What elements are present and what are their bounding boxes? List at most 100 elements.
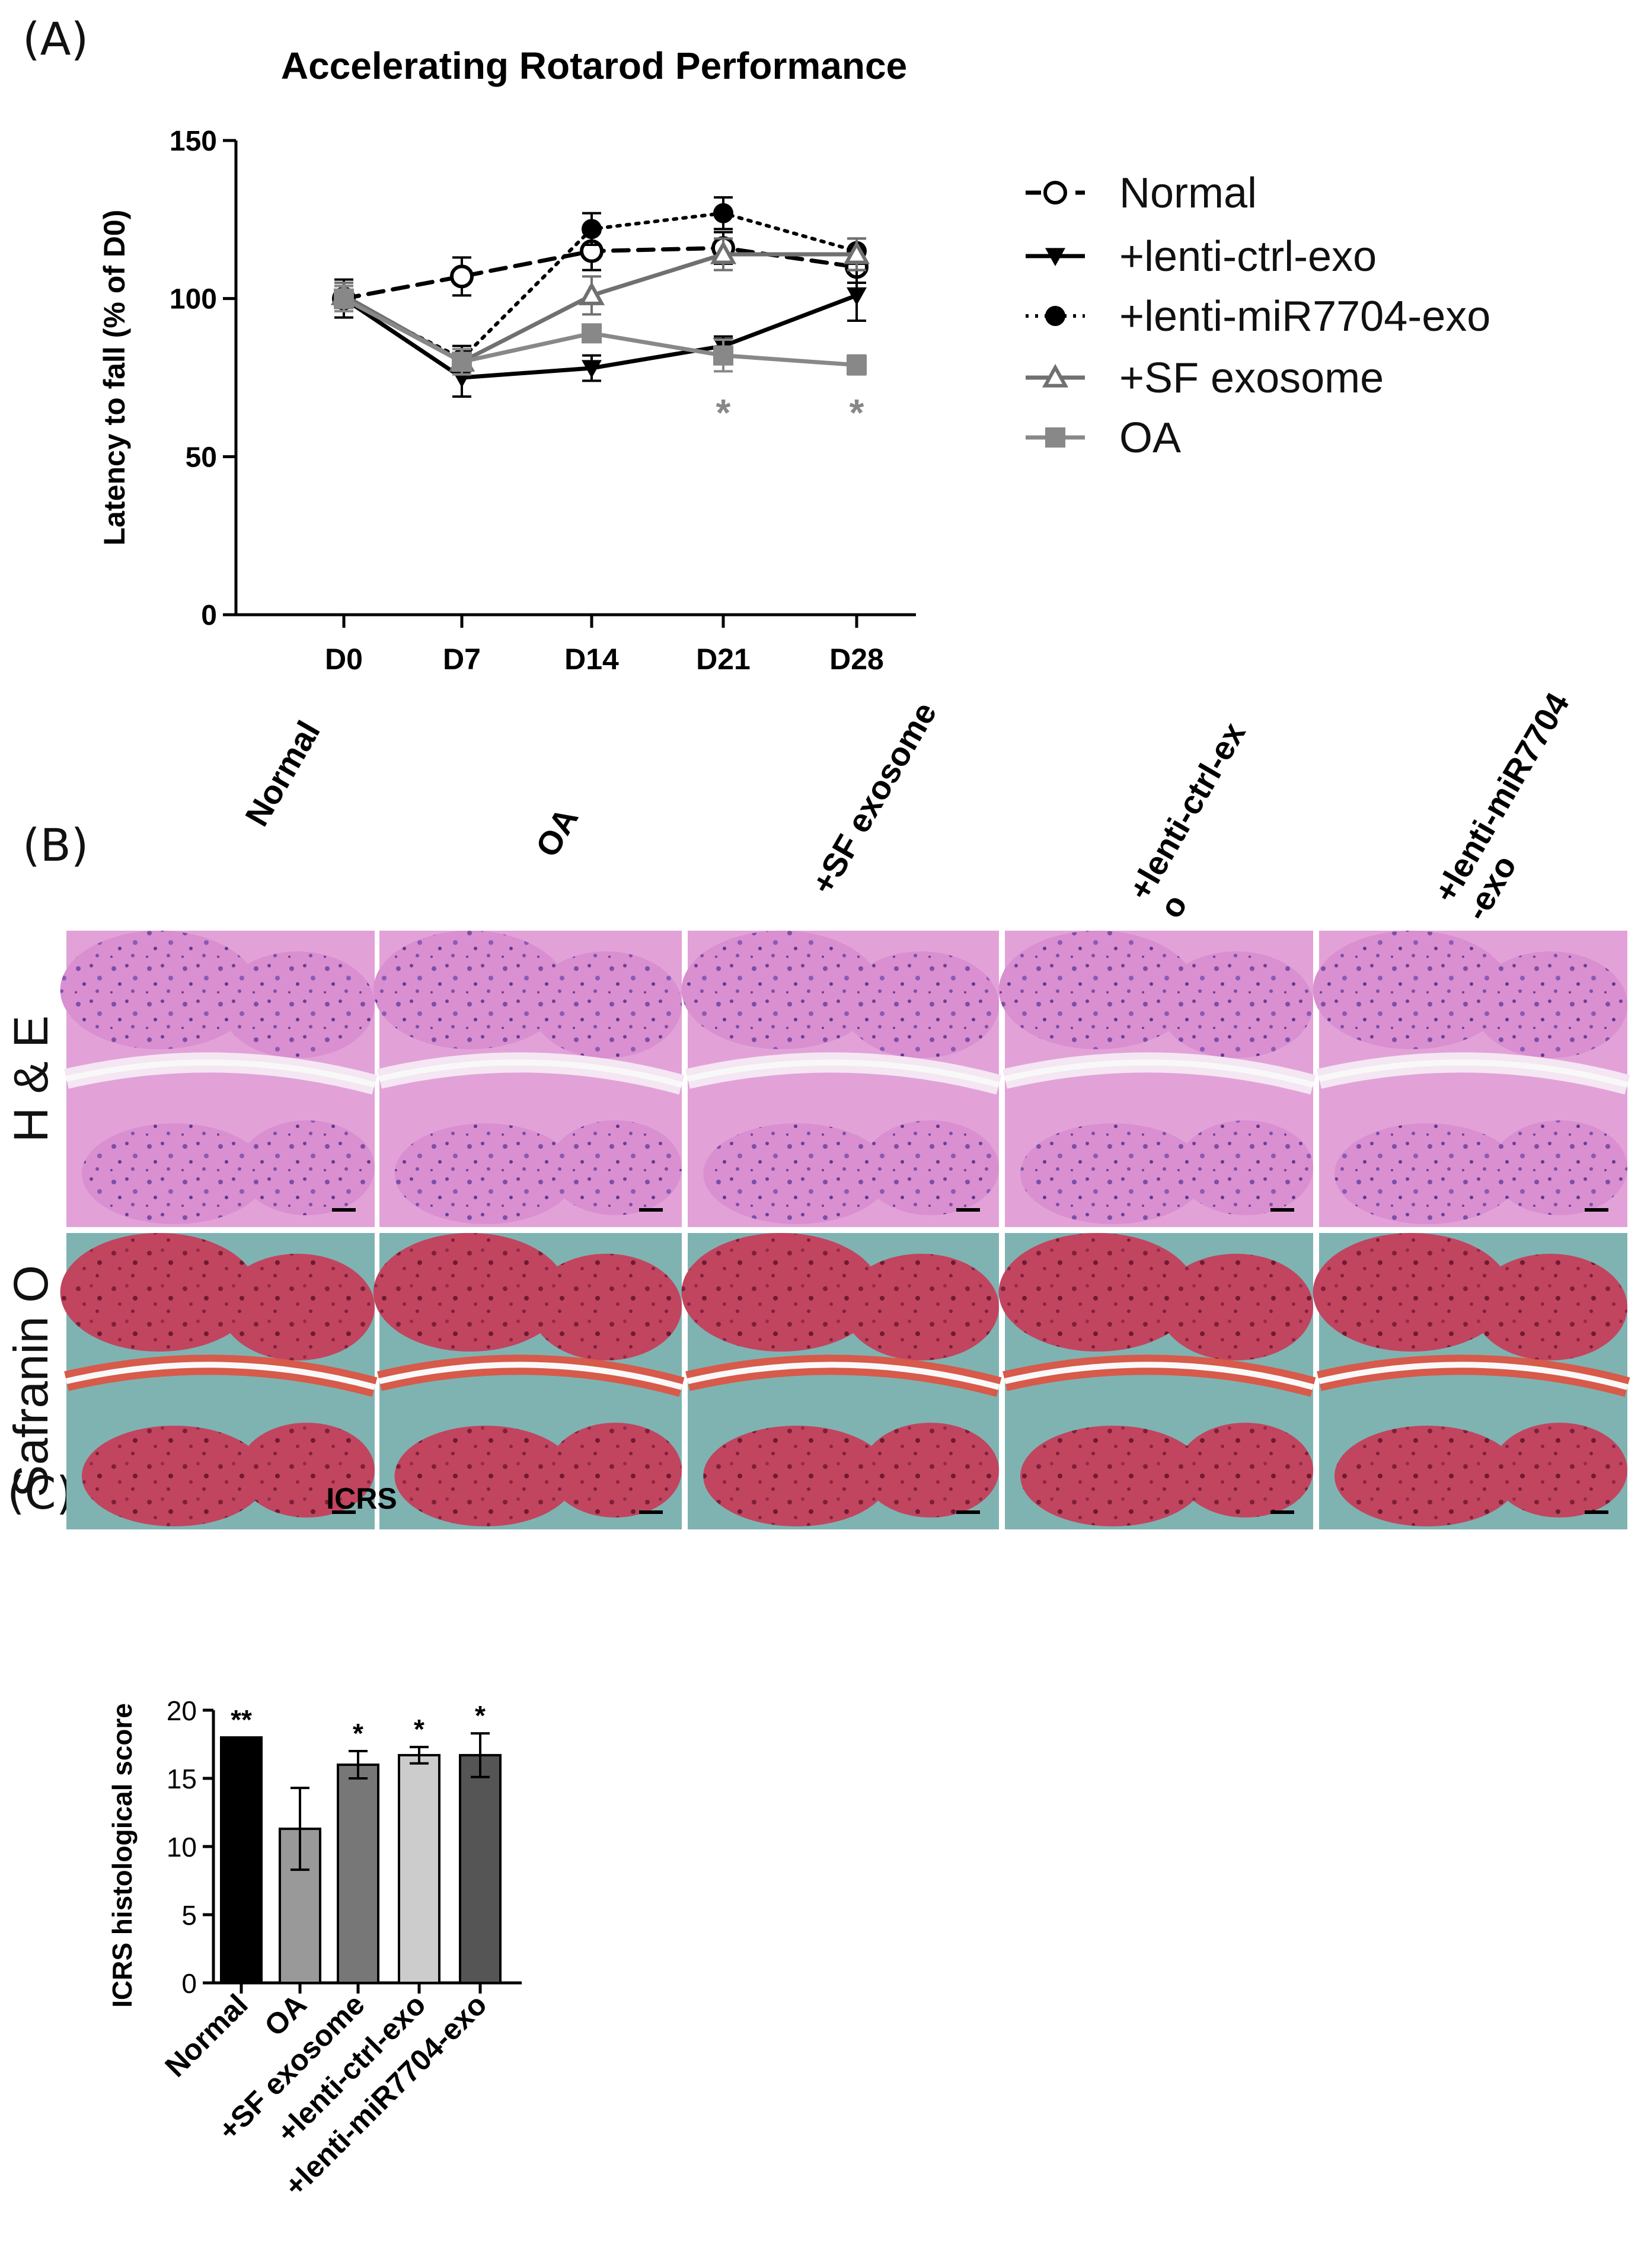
scale-bar — [956, 1208, 980, 1212]
scale-bar — [332, 1510, 356, 1514]
column-label: Normal — [238, 714, 327, 832]
bone-marrow-region — [1492, 1120, 1628, 1215]
bone-marrow-region — [681, 1233, 881, 1352]
bone-marrow-region — [681, 931, 881, 1049]
bone-marrow-region — [531, 1254, 682, 1360]
histology-image — [373, 931, 685, 1227]
chart-title: ICRS — [326, 1482, 397, 1515]
marker-filled-circle — [713, 203, 733, 223]
marker-down-triangle — [847, 287, 867, 306]
bone-marrow-region — [862, 1423, 999, 1518]
histology-image — [60, 931, 378, 1227]
bone-marrow-region — [1177, 1423, 1313, 1518]
legend-label: +lenti-miR7704-exo — [1119, 293, 1490, 340]
histology-image — [998, 931, 1316, 1227]
legend-item: Normal — [1026, 170, 1257, 217]
histology-image — [1313, 931, 1630, 1227]
significance-star: * — [353, 1718, 363, 1749]
bone-marrow-region — [548, 1423, 682, 1518]
joint-gap — [1004, 1059, 1314, 1088]
bone-marrow-region — [394, 1426, 576, 1526]
marker-filled-square — [452, 352, 472, 372]
bone-marrow-region — [1177, 1120, 1313, 1215]
significance-star: * — [716, 391, 731, 434]
bone-marrow-region — [82, 1426, 267, 1526]
bone-marrow-region — [998, 931, 1196, 1049]
bone-marrow-region — [60, 931, 258, 1049]
histology-image — [373, 1233, 685, 1529]
legend-item: +SF exosome — [1026, 354, 1384, 402]
chart-title: Accelerating Rotarod Performance — [281, 44, 907, 87]
bar-group: ** Normal — [158, 1704, 263, 2084]
column-label: OA — [528, 801, 586, 863]
bone-marrow-region — [1313, 931, 1511, 1049]
scale-bar — [1585, 1510, 1608, 1514]
bone-marrow-region — [239, 1120, 375, 1215]
histology-image — [60, 1233, 378, 1529]
bone-marrow-region — [373, 1233, 567, 1352]
scale-bar — [1270, 1510, 1294, 1514]
scale-bar — [332, 1208, 356, 1212]
joint-gap — [378, 1362, 683, 1390]
bone-marrow-region — [60, 1233, 258, 1352]
scale-bar — [1585, 1208, 1608, 1212]
bone-marrow-region — [843, 951, 999, 1058]
y-tick-label: 10 — [167, 1832, 197, 1863]
legend-label: +lenti-ctrl-exo — [1119, 233, 1377, 280]
marker-open-triangle — [1042, 363, 1069, 388]
joint-gap — [1318, 1059, 1629, 1088]
joint-gap — [687, 1059, 1000, 1088]
panel-label-c: (C) — [7, 1467, 74, 1519]
marker-filled-circle — [582, 219, 602, 239]
bone-marrow-region — [221, 1254, 375, 1360]
marker-open-circle — [1043, 181, 1067, 205]
bar — [398, 1753, 440, 1984]
joint-gap — [687, 1362, 1000, 1390]
y-axis-label: ICRS histological score — [107, 1703, 138, 2008]
significance-star: * — [475, 1700, 486, 1731]
joint-gap — [1318, 1362, 1629, 1390]
bone-marrow-region — [703, 1426, 890, 1526]
scale-bar — [1270, 1208, 1294, 1212]
y-tick-label: 150 — [170, 126, 217, 157]
column-label-line: OA — [528, 801, 586, 863]
joint-gap — [65, 1059, 376, 1088]
bar-group: OA — [258, 1787, 321, 2043]
legend-label: Normal — [1119, 170, 1257, 217]
x-tick-label: D0 — [325, 643, 363, 676]
histology-image — [1313, 1233, 1630, 1529]
marker-filled-circle — [1045, 306, 1065, 326]
x-tick-label: D21 — [696, 643, 751, 676]
series-4 — [334, 285, 867, 376]
marker-filled-square — [334, 288, 354, 309]
column-label-line: +lenti-ctrl-ex — [1121, 716, 1253, 906]
scale-bar — [956, 1510, 980, 1514]
bar — [337, 1764, 379, 1984]
bone-marrow-region — [998, 1233, 1196, 1352]
legend-item: OA — [1026, 414, 1181, 462]
legend-item: +lenti-ctrl-exo — [1026, 233, 1377, 280]
y-tick-label: 15 — [167, 1764, 197, 1794]
legend-label: OA — [1119, 414, 1181, 462]
column-label-line: o — [1152, 888, 1195, 924]
bone-marrow-region — [82, 1123, 267, 1224]
marker-down-triangle — [1045, 248, 1065, 266]
histology-panel: Normal OA +SF exosome +lenti-ctrl-exo +lenti… — [4, 686, 1630, 1529]
y-axis-label: Latency to fall (% of D0) — [98, 210, 131, 546]
bone-marrow-region — [531, 951, 682, 1058]
row-label: H & E — [4, 1015, 58, 1142]
bone-marrow-region — [221, 951, 375, 1058]
rotarod-line-chart: Accelerating Rotarod Performance 0 50 100 15… — [98, 44, 1490, 676]
significance-star: * — [414, 1714, 424, 1745]
histology-image — [681, 931, 1002, 1227]
legend-item: +lenti-miR7704-exo — [1026, 293, 1490, 340]
bone-marrow-region — [843, 1254, 999, 1360]
y-tick-label: 5 — [181, 1900, 197, 1931]
joint-gap — [1004, 1362, 1314, 1390]
marker-open-circle — [450, 264, 474, 289]
scale-bar — [639, 1208, 663, 1212]
marker-filled-square — [847, 354, 867, 375]
panel-label-b: (B) — [23, 819, 88, 871]
